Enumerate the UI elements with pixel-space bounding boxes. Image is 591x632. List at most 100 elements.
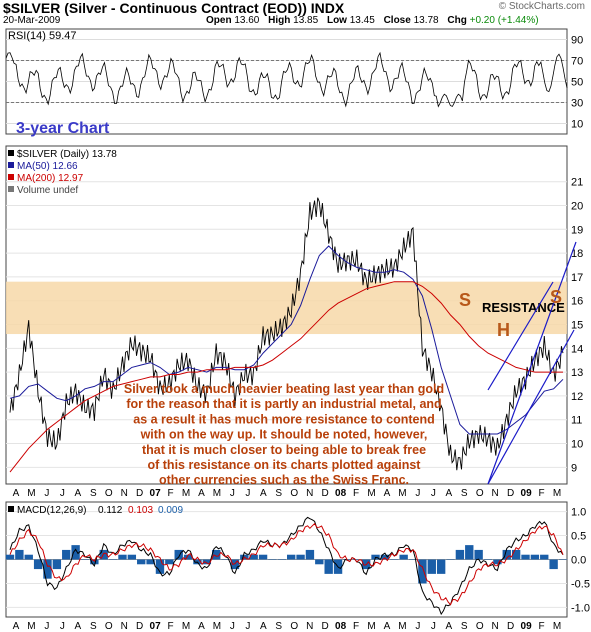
uptrend-line-lower	[487, 329, 575, 485]
macd-x-tick-label: S	[90, 621, 97, 632]
price-tick-label: 10	[571, 439, 583, 451]
price-x-tick-label: J	[415, 488, 420, 499]
macd-histogram-bar	[212, 549, 221, 560]
price-tick-label: 17	[571, 272, 583, 284]
macd-histogram-bar	[408, 559, 418, 560]
price-x-tick-label: N	[492, 488, 499, 499]
macd-x-tick-label: A	[260, 621, 267, 632]
commentary-line: with on the way up. It should be noted, …	[140, 428, 428, 442]
close-value: 13.78	[413, 15, 439, 26]
macd-x-tick-label: D	[507, 621, 514, 632]
price-x-tick-label: M	[367, 488, 375, 499]
macd-histogram-bar	[108, 559, 118, 560]
macd-histogram-bar	[221, 559, 230, 560]
macd-x-tick-label: F	[168, 621, 174, 632]
price-x-tick-label: O	[290, 488, 298, 499]
price-tick-label: 14	[571, 343, 583, 355]
macd-x-tick-label: J	[415, 621, 420, 632]
ma50-series-line	[9, 245, 564, 435]
macd-histogram-bar	[446, 559, 455, 560]
close-label: Close	[383, 15, 411, 26]
commentary-line: Silver took a much heavier beating last …	[124, 382, 444, 396]
macd-histogram-bar	[511, 549, 521, 560]
macd-histogram-bar	[287, 554, 296, 560]
macd-histogram-bar	[390, 559, 399, 560]
price-x-tick-label: M	[213, 488, 221, 499]
macd-tick-label: -1.0	[571, 602, 590, 614]
price-x-tick-label: 09	[521, 488, 533, 499]
macd-x-tick-label: A	[384, 621, 391, 632]
macd-x-tick-label: M	[553, 621, 561, 632]
macd-histogram-bar	[52, 559, 62, 570]
macd-histogram-bar	[324, 559, 333, 574]
macd-histogram-bar	[146, 559, 155, 565]
macd-histogram-bar	[474, 549, 483, 560]
price-x-tick-label: A	[260, 488, 267, 499]
commentary-line: that it is much closer to being able to …	[142, 443, 426, 457]
pattern-label-head: H	[497, 320, 510, 340]
price-x-tick-label: S	[461, 488, 468, 499]
macd-x-tick-label: S	[275, 621, 282, 632]
macd-histogram-bar	[558, 559, 568, 560]
macd-histogram-bar	[296, 554, 305, 560]
price-tick-label: 21	[571, 177, 583, 189]
price-tick-label: 19	[571, 224, 583, 236]
macd-x-tick-label: N	[121, 621, 128, 632]
price-x-tick-label: J	[245, 488, 250, 499]
macd-x-tick-label: N	[492, 621, 499, 632]
rsi-tick-label: 30	[571, 98, 583, 110]
macd-histogram-bar	[202, 559, 212, 565]
macd-histogram-bar	[137, 559, 146, 565]
macd-histogram-bar	[249, 554, 258, 560]
legend-price: $SILVER (Daily) 13.78	[17, 149, 117, 160]
macd-histogram-bar	[127, 554, 137, 560]
macd-histogram-bar	[277, 559, 286, 560]
low-value: 13.45	[349, 15, 375, 26]
macd-x-tick-label: A	[13, 621, 20, 632]
macd-histogram-bar	[493, 559, 502, 565]
price-x-tick-label: 08	[335, 488, 347, 499]
macd-histogram-bar	[418, 559, 427, 584]
price-x-tick-label: D	[322, 488, 329, 499]
rsi-legend: RSI(14) 59.47	[8, 30, 76, 42]
macd-x-tick-label: 07	[150, 621, 162, 632]
price-x-tick-label: A	[13, 488, 20, 499]
price-x-tick-label: A	[198, 488, 205, 499]
macd-x-tick-label: A	[445, 621, 452, 632]
macd-x-tick-label: O	[105, 621, 113, 632]
macd-histogram-bar	[549, 559, 558, 570]
price-x-tick-label: D	[136, 488, 143, 499]
macd-x-tick-label: F	[353, 621, 359, 632]
macd-histogram-bar	[33, 559, 43, 570]
macd-histogram-bar	[71, 545, 80, 560]
macd-histogram-bar	[352, 559, 361, 560]
macd-histogram-bar	[118, 554, 127, 560]
macd-histogram-bar	[268, 559, 277, 560]
macd-x-tick-label: S	[461, 621, 468, 632]
price-x-tick-label: A	[384, 488, 391, 499]
macd-x-tick-label: J	[230, 621, 235, 632]
rsi-tick-label: 50	[571, 77, 583, 89]
macd-tick-label: -0.5	[571, 578, 590, 590]
macd-histogram-bar	[15, 549, 24, 560]
chg-label: Chg	[447, 15, 467, 26]
rsi-tick-label: 70	[571, 56, 583, 68]
price-x-tick-label: S	[90, 488, 97, 499]
commentary-line: other currencies such as the Swiss Franc…	[159, 473, 409, 487]
macd-x-tick-label: J	[60, 621, 65, 632]
macd-histogram-bar	[258, 554, 268, 560]
macd-histogram-bar	[155, 559, 165, 574]
macd-x-tick-label: J	[245, 621, 250, 632]
macd-line	[9, 516, 564, 616]
macd-legend-name: MACD(12,26,9)	[17, 505, 86, 516]
macd-x-tick-label: O	[290, 621, 298, 632]
macd-tick-label: 0.5	[571, 531, 586, 543]
macd-x-tick-label: O	[476, 621, 484, 632]
macd-x-tick-label: D	[322, 621, 329, 632]
macd-x-tick-label: M	[367, 621, 375, 632]
macd-histogram-bar	[483, 559, 493, 560]
price-tick-label: 13	[571, 367, 583, 379]
three-year-annotation: 3-year Chart	[16, 120, 110, 137]
rsi-tick-label: 10	[571, 119, 583, 131]
